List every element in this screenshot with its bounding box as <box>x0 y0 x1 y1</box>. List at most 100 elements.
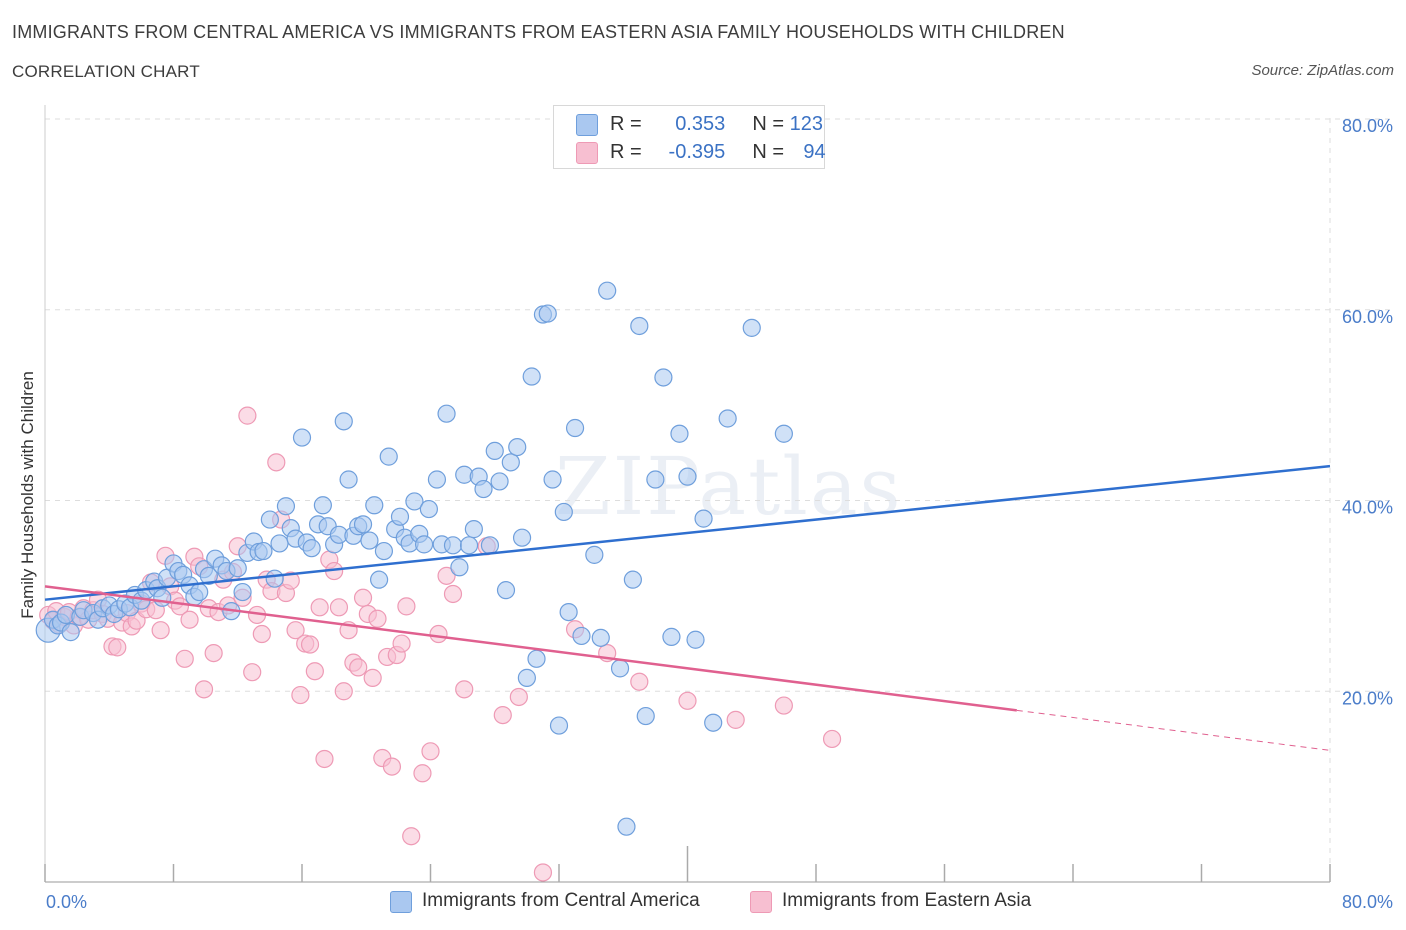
data-point-central-america <box>365 496 384 515</box>
data-point-central-america <box>302 539 321 558</box>
data-point-central-america <box>370 570 389 589</box>
data-point-central-america <box>527 649 546 668</box>
data-point-central-america <box>662 627 681 646</box>
data-point-eastern-asia <box>822 729 842 749</box>
data-point-central-america <box>623 570 642 589</box>
data-point-central-america <box>414 535 434 554</box>
data-point-central-america <box>61 623 80 642</box>
tick-labels: 20.0% 40.0% 60.0% 80.0% 0.0% 80.0% <box>46 116 1393 912</box>
data-point-central-america <box>339 470 358 489</box>
data-point-central-america <box>228 559 247 578</box>
y-tick-label: 60.0% <box>1342 307 1393 327</box>
legend-swatch-pink <box>576 142 598 164</box>
data-point-central-america <box>630 316 649 336</box>
y-tick-label: 40.0% <box>1342 498 1393 518</box>
data-point-central-america <box>360 531 379 550</box>
data-point-eastern-asia <box>243 663 262 682</box>
data-point-eastern-asia <box>204 643 223 663</box>
data-point-central-america <box>774 424 793 443</box>
data-point-central-america <box>450 558 469 577</box>
data-point-eastern-asia <box>630 672 649 691</box>
data-point-eastern-asia <box>291 685 310 705</box>
data-point-central-america <box>678 467 697 486</box>
data-point-central-america <box>443 536 463 555</box>
data-point-central-america <box>437 404 456 423</box>
data-point-central-america <box>508 437 527 457</box>
data-point-eastern-asia <box>363 668 382 687</box>
data-point-eastern-asia <box>108 638 127 657</box>
data-point-eastern-asia <box>443 584 463 604</box>
data-point-central-america <box>490 472 509 491</box>
data-point-eastern-asia <box>382 757 402 776</box>
data-point-central-america <box>565 418 585 438</box>
data-point-central-america <box>334 412 353 431</box>
data-point-eastern-asia <box>151 621 170 640</box>
data-point-central-america <box>549 716 569 735</box>
n-label: N = <box>752 141 790 163</box>
data-point-eastern-asia <box>774 696 793 715</box>
data-point-central-america <box>598 281 617 300</box>
x-tick-label: 0.0% <box>46 892 87 912</box>
data-point-central-america <box>522 367 541 386</box>
data-point-eastern-asia <box>329 598 349 617</box>
data-point-eastern-asia <box>402 827 421 846</box>
data-point-eastern-asia <box>180 610 199 629</box>
data-point-central-america <box>379 447 398 466</box>
data-point-eastern-asia <box>397 597 416 616</box>
data-point-eastern-asia <box>334 682 353 701</box>
data-point-central-america <box>636 706 655 726</box>
data-point-central-america <box>559 602 578 622</box>
data-point-eastern-asia <box>349 658 368 677</box>
data-point-eastern-asia <box>310 598 329 617</box>
data-point-central-america <box>718 409 737 428</box>
data-point-eastern-asia <box>413 764 432 783</box>
trend-lines <box>44 464 1331 751</box>
data-point-central-america <box>427 470 447 489</box>
data-point-central-america <box>670 424 689 443</box>
data-point-eastern-asia <box>429 624 448 644</box>
data-point-central-america <box>459 536 479 555</box>
legend-label: Immigrants from Eastern Asia <box>782 890 1032 911</box>
data-point-eastern-asia <box>238 406 257 425</box>
r-label: R = <box>610 141 648 163</box>
data-point-central-america <box>254 541 273 561</box>
trend-line-eastern-asia-extension <box>1016 709 1331 751</box>
legend-swatch-blue <box>390 891 412 913</box>
n-value: 94 <box>803 141 826 163</box>
stats-legend: R = 0.353 N = 123 R = -0.395 N = 94 <box>553 105 826 169</box>
data-point-central-america <box>405 492 424 511</box>
data-point-eastern-asia <box>175 649 194 668</box>
data-point-central-america <box>190 582 209 602</box>
trend-line-eastern-asia <box>44 585 1017 712</box>
data-point-central-america <box>276 497 296 516</box>
data-point-central-america <box>686 630 705 649</box>
data-point-central-america <box>153 588 172 607</box>
data-point-eastern-asia <box>392 634 411 653</box>
data-point-eastern-asia <box>267 453 286 472</box>
data-point-eastern-asia <box>252 624 271 644</box>
r-value: -0.395 <box>668 141 726 163</box>
legend-label: Immigrants from Central America <box>422 890 700 911</box>
data-point-central-america <box>610 659 630 678</box>
data-point-eastern-asia <box>315 749 334 769</box>
data-point-eastern-asia <box>353 588 373 607</box>
data-point-central-america <box>538 304 557 323</box>
data-point-central-america <box>512 528 532 547</box>
data-point-central-america <box>313 496 332 515</box>
r-value: 0.353 <box>675 113 726 135</box>
data-point-eastern-asia <box>300 635 320 654</box>
data-point-eastern-asia <box>368 609 387 628</box>
series-legend: Immigrants from Central America Immigran… <box>0 888 1406 918</box>
data-point-central-america <box>572 626 591 646</box>
data-point-central-america <box>419 499 438 519</box>
data-point-central-america <box>501 453 520 472</box>
data-point-central-america <box>233 582 252 602</box>
data-point-central-america <box>617 817 636 836</box>
y-tick-label: 20.0% <box>1342 688 1393 708</box>
data-point-central-america <box>496 581 516 600</box>
data-point-central-america <box>374 541 394 561</box>
data-point-central-america <box>485 441 504 461</box>
series-central-america-points <box>35 139 793 836</box>
data-point-eastern-asia <box>509 687 528 707</box>
data-point-eastern-asia <box>678 691 697 710</box>
